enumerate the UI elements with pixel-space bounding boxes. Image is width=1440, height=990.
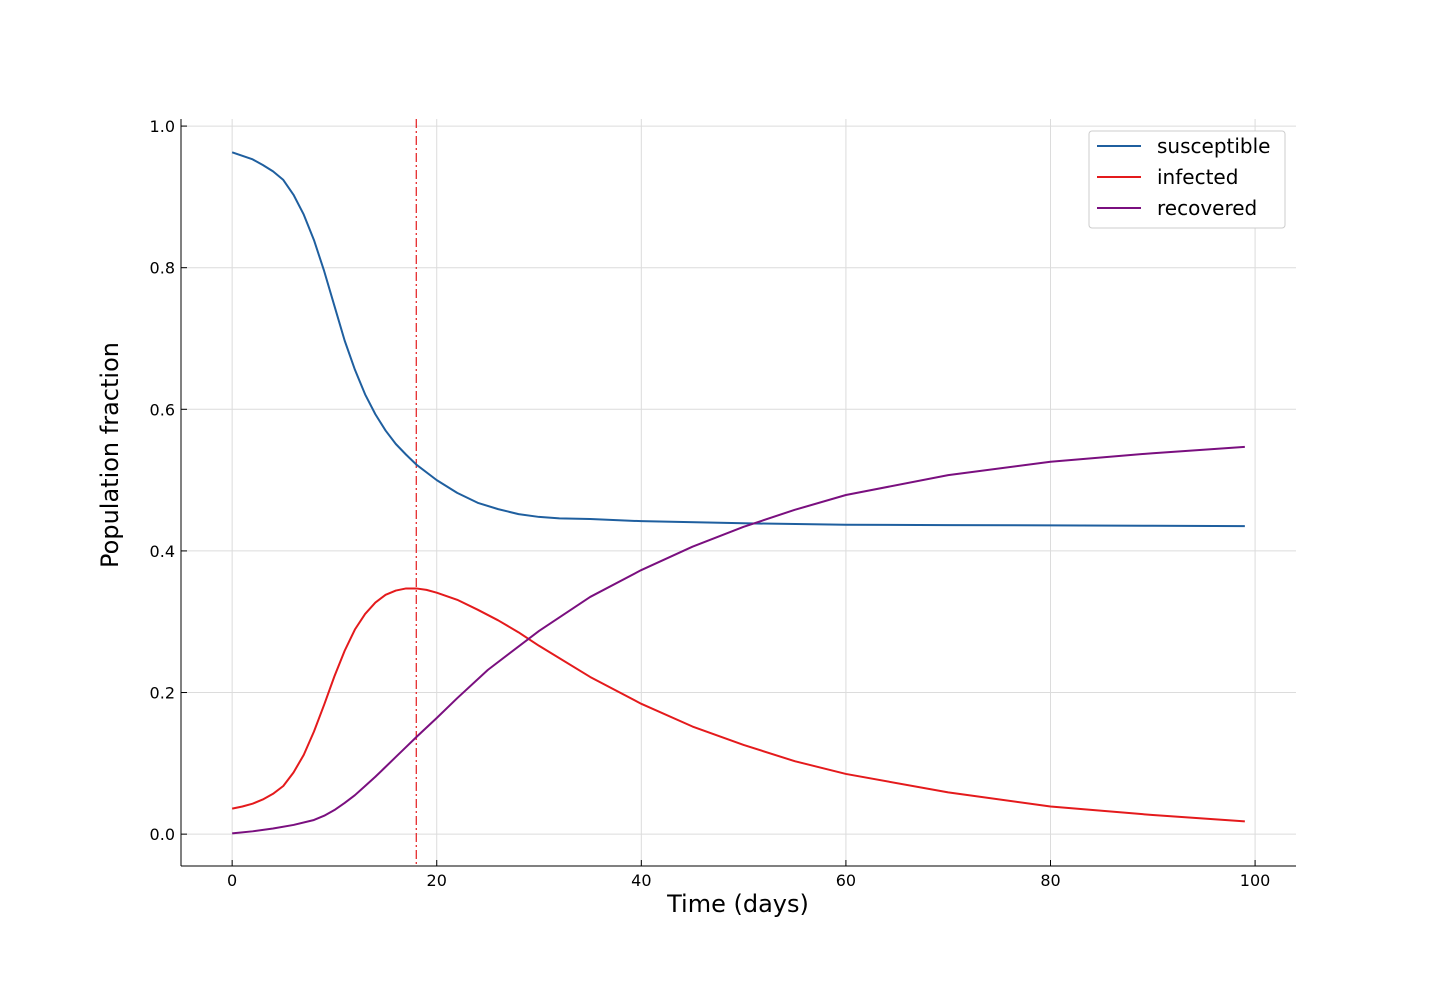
series-lines: [231, 119, 1245, 866]
y-tick-label-3: 0.6: [150, 400, 175, 419]
series-line-susceptible: [231, 151, 1245, 528]
y-tick-label-5: 1.0: [150, 117, 175, 136]
legend-box: [1088, 130, 1286, 229]
x-tick-label-0: 0: [227, 871, 237, 890]
axes: [180, 119, 1296, 867]
legend-label-recovered: recovered: [1157, 196, 1257, 220]
tick-labels: 0 20 40 60 80 100 0.0 0.2 0.4 0.6 0.8 1.0: [150, 117, 1271, 890]
x-tick-label-1: 20: [427, 871, 447, 890]
y-tick-label-2: 0.4: [150, 542, 175, 561]
legend-label-infected: infected: [1157, 165, 1238, 189]
series-line-recovered: [232, 445, 1245, 835]
x-tick-label-2: 40: [631, 871, 651, 890]
y-axis-title: Population fraction: [96, 342, 124, 568]
x-axis-title: Time (days): [666, 890, 809, 918]
legend-label-susceptible: susceptible: [1157, 134, 1270, 158]
grid: [181, 119, 1296, 866]
legend: susceptible infected recovered: [1088, 130, 1286, 229]
x-tick-label-3: 60: [836, 871, 856, 890]
x-tick-label-4: 80: [1040, 871, 1060, 890]
series-line-infected: [231, 587, 1245, 823]
y-tick-label-4: 0.8: [150, 259, 175, 278]
y-tick-label-1: 0.2: [150, 684, 175, 703]
x-tick-label-5: 100: [1240, 871, 1271, 890]
y-tick-label-0: 0.0: [150, 825, 175, 844]
